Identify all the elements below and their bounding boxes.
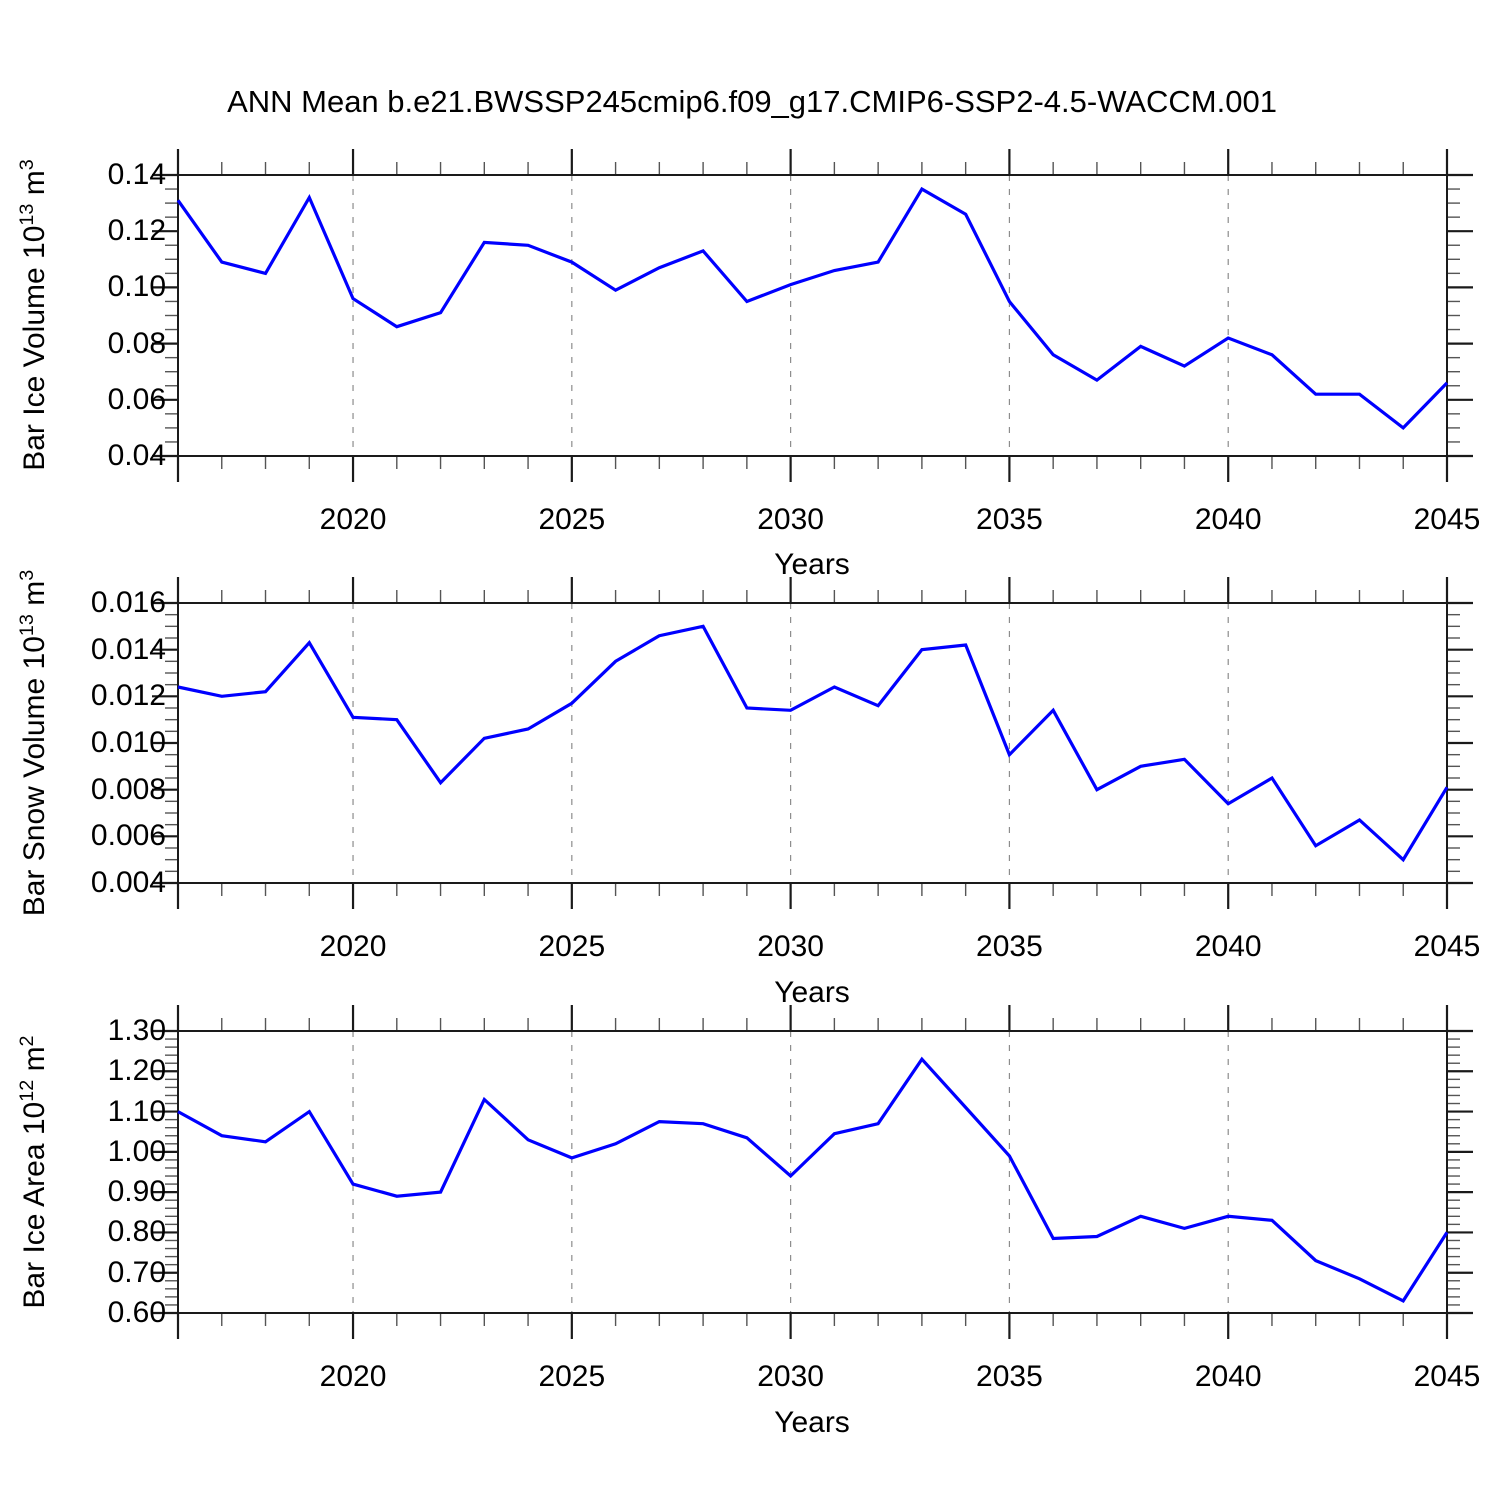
x-axis-title: Years [774,548,850,581]
x-axis-title: Years [774,1406,850,1439]
data-line-ice-area [177,1056,1449,1303]
axis-frame [177,602,1448,884]
chart-title: ANN Mean b.e21.BWSSP245cmip6.f09_g17.CMI… [227,84,1277,119]
x-axis-title: Years [774,976,850,1009]
axis-frame [177,174,1448,457]
data-line-ice-volume [176,186,1449,431]
axis-frame [177,1030,1448,1314]
data-line-snow-volume [177,624,1449,863]
